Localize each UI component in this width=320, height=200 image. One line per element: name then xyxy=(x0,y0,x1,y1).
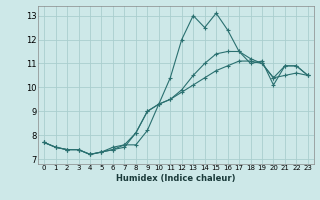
X-axis label: Humidex (Indice chaleur): Humidex (Indice chaleur) xyxy=(116,174,236,183)
